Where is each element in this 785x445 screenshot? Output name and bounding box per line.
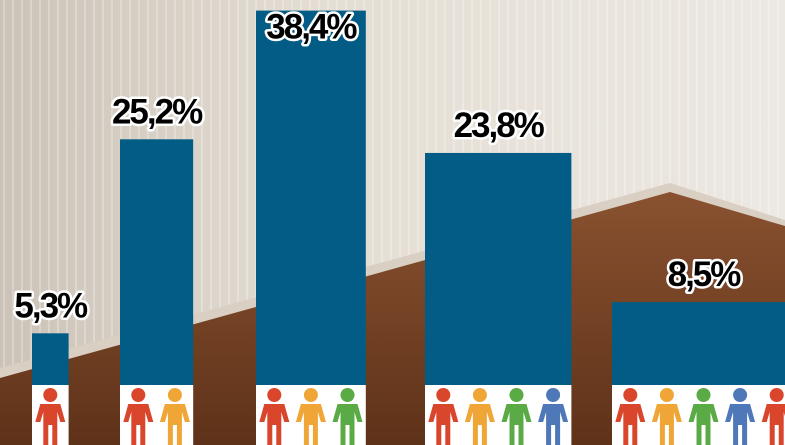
person-head <box>473 388 487 402</box>
person-head <box>546 388 560 402</box>
person-head <box>341 388 355 402</box>
value-label: 23,8% <box>454 106 545 145</box>
person-head <box>304 388 318 402</box>
value-label: 8,5% <box>668 255 742 294</box>
person-head <box>733 388 747 402</box>
person-head <box>660 388 674 402</box>
person-head <box>770 388 784 402</box>
bar <box>425 153 571 385</box>
page: 5,3%25,2%38,4%23,8%8,5% (() => { const d… <box>0 0 785 445</box>
person-head <box>267 388 281 402</box>
person-head <box>623 388 637 402</box>
chart: 5,3% 25,2% 38,4% 23,8% 8,5% <box>0 0 785 445</box>
value-label: 25,2% <box>112 92 203 131</box>
person-head <box>436 388 450 402</box>
bar <box>256 11 366 385</box>
person-head <box>168 388 182 402</box>
value-label: 5,3% <box>14 286 88 325</box>
bar <box>120 139 193 385</box>
icon-strip <box>120 385 193 445</box>
value-label: 38,4% <box>266 8 357 47</box>
bar <box>32 333 69 385</box>
person-head <box>43 388 57 402</box>
bar <box>612 302 785 385</box>
person-head <box>510 388 524 402</box>
person-head <box>131 388 145 402</box>
person-head <box>697 388 711 402</box>
